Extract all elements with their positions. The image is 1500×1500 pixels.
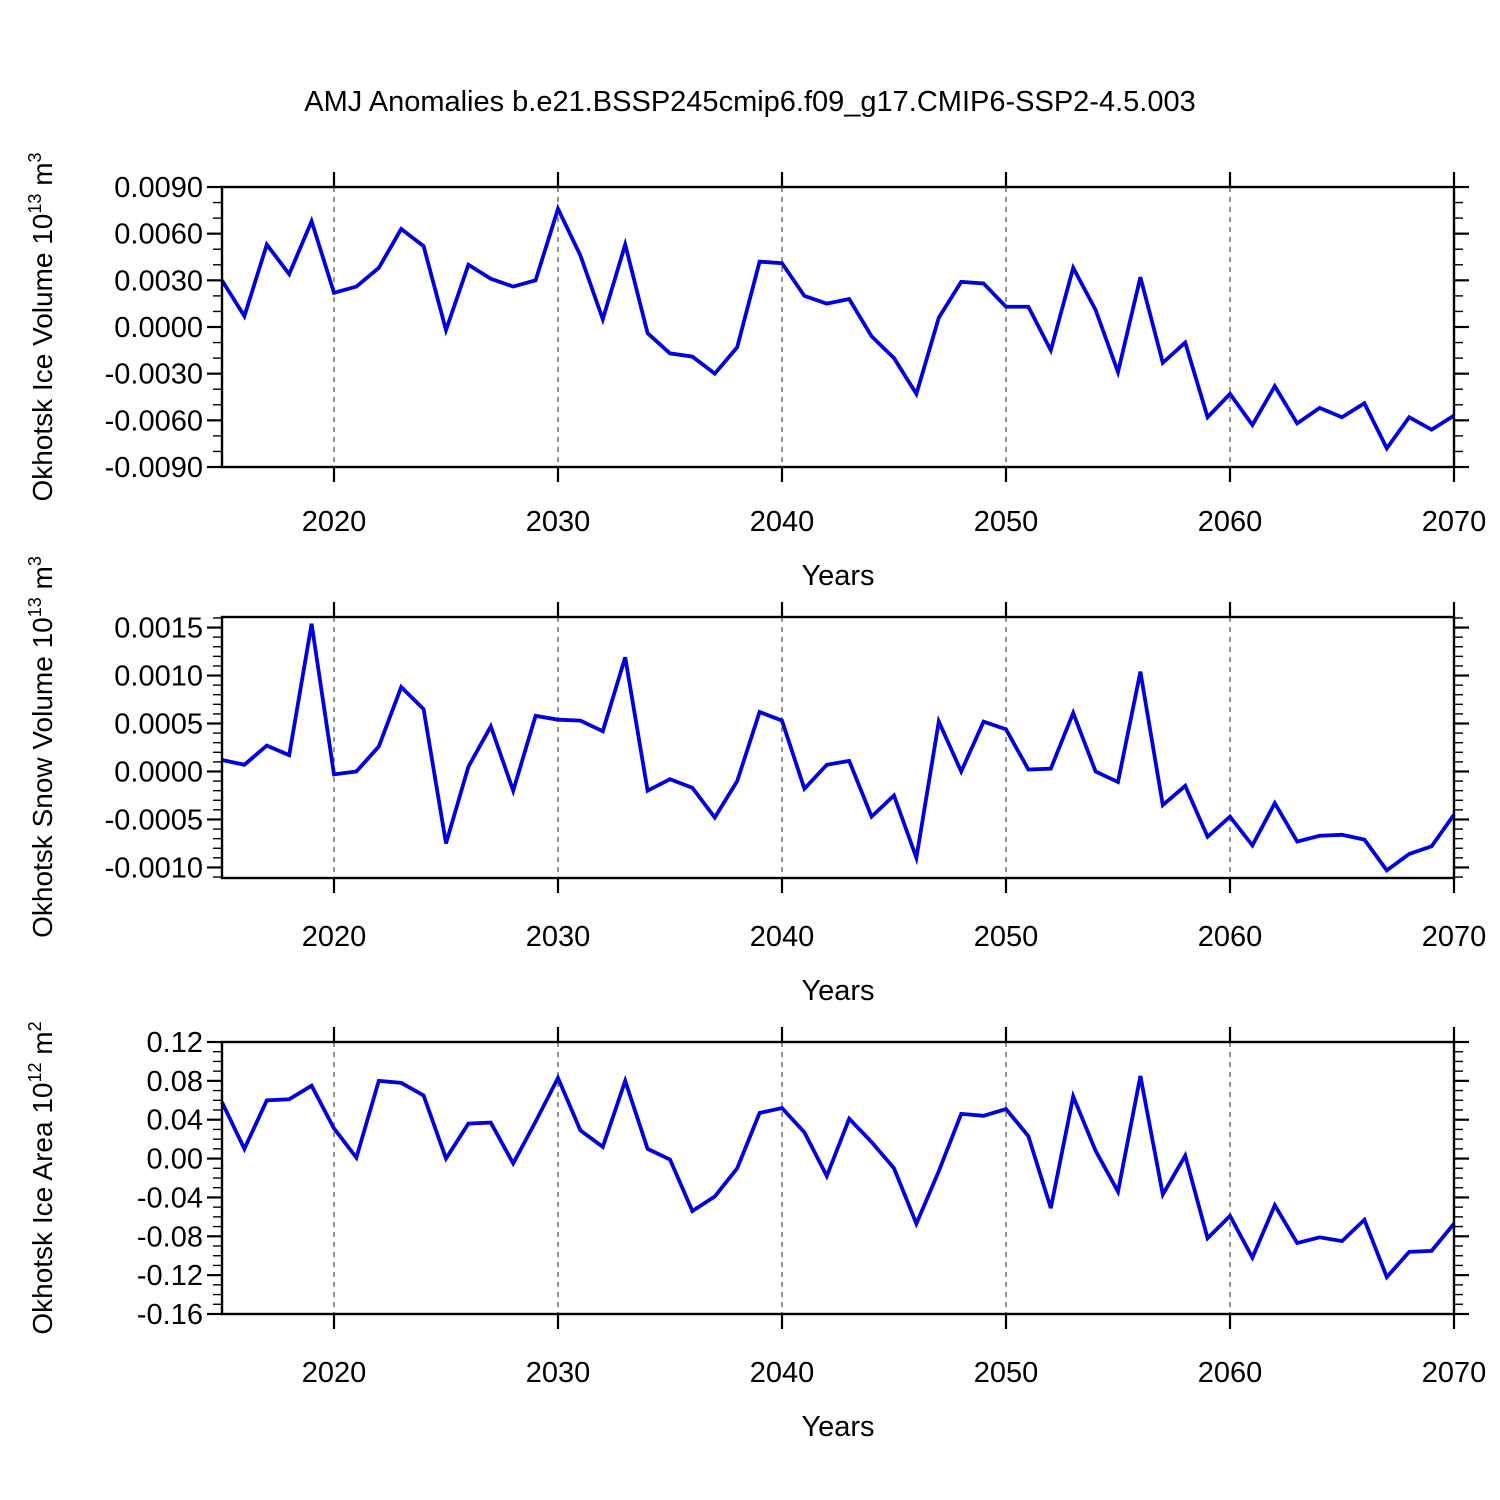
y-tick-label: -0.0005 <box>105 804 203 836</box>
x-tick-label: 2020 <box>302 921 367 953</box>
x-tick-label: 2030 <box>526 1357 591 1389</box>
x-axis-title: Years <box>801 975 874 1007</box>
x-tick-label: 2060 <box>1198 506 1263 538</box>
x-tick-label: 2030 <box>526 506 591 538</box>
y-tick-label: 0.0090 <box>114 172 203 204</box>
y-tick-label: 0.08 <box>147 1066 203 1098</box>
x-tick-label: 2070 <box>1422 921 1487 953</box>
y-tick-label: 0.0030 <box>114 265 203 297</box>
x-tick-label: 2050 <box>974 921 1039 953</box>
y-tick-label: 0.0060 <box>114 219 203 251</box>
plot-frame <box>220 615 1456 880</box>
x-tick-label: 2070 <box>1422 1357 1487 1389</box>
x-tick-label: 2070 <box>1422 506 1487 538</box>
figure-title: AMJ Anomalies b.e21.BSSP245cmip6.f09_g17… <box>304 86 1196 118</box>
x-tick-label: 2030 <box>526 921 591 953</box>
y-tick-label: -0.12 <box>137 1260 203 1292</box>
okhotsk-ice-area-line <box>220 1073 1456 1281</box>
y-tick-label: -0.16 <box>137 1299 203 1331</box>
okhotsk-ice-volume-line <box>220 203 1456 452</box>
y-tick-label: 0.0010 <box>114 661 203 693</box>
y-tick-label: -0.0090 <box>105 452 203 484</box>
x-axis-title: Years <box>801 1411 874 1443</box>
y-tick-label: 0.0000 <box>114 756 203 788</box>
x-tick-label: 2040 <box>750 1357 815 1389</box>
y-tick-label: 0.0005 <box>114 709 203 741</box>
y-tick-label: -0.0030 <box>105 359 203 391</box>
x-tick-label: 2060 <box>1198 1357 1263 1389</box>
y-tick-label: 0.04 <box>147 1105 203 1137</box>
plot-frame <box>220 185 1456 469</box>
y-tick-label: -0.0010 <box>105 852 203 884</box>
plot-frame <box>220 1040 1456 1316</box>
x-tick-label: 2050 <box>974 1357 1039 1389</box>
okhotsk-snow-volume-line <box>221 623 1456 873</box>
y-tick-label: 0.0015 <box>114 613 203 645</box>
y-tick-label: 0.00 <box>147 1144 203 1176</box>
x-tick-label: 2060 <box>1198 921 1263 953</box>
x-axis-title: Years <box>801 560 874 592</box>
x-tick-label: 2020 <box>302 506 367 538</box>
y-tick-label: -0.08 <box>137 1221 203 1253</box>
y-tick-label: -0.04 <box>137 1182 203 1214</box>
y-tick-label: 0.12 <box>147 1027 203 1059</box>
y-tick-label: -0.0060 <box>105 405 203 437</box>
x-tick-label: 2020 <box>302 1357 367 1389</box>
x-tick-label: 2040 <box>750 506 815 538</box>
x-tick-label: 2050 <box>974 506 1039 538</box>
y-tick-label: 0.0000 <box>114 312 203 344</box>
x-tick-label: 2040 <box>750 921 815 953</box>
